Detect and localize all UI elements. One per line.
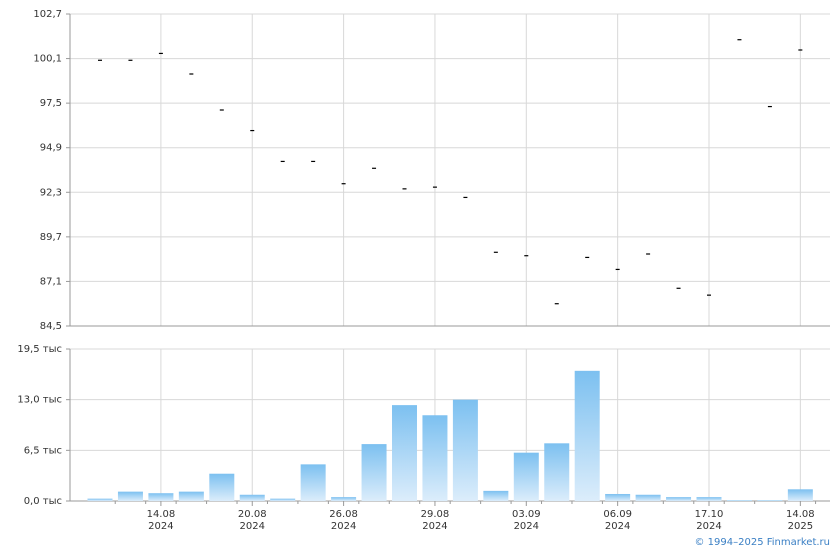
x-tick-label: 14.08 xyxy=(147,509,176,520)
y-tick-label: 0,0 тыс xyxy=(24,496,62,507)
bar xyxy=(239,494,265,501)
x-tick-label: 20.08 xyxy=(238,509,267,520)
bar xyxy=(361,444,387,501)
bar xyxy=(757,500,783,501)
x-tick-label: 2024 xyxy=(514,521,539,532)
y-tick-label: 97,5 xyxy=(40,98,62,109)
y-tick-label: 13,0 тыс xyxy=(17,395,62,406)
x-tick-label: 2025 xyxy=(788,521,813,532)
bar xyxy=(726,500,752,501)
bar xyxy=(574,370,600,501)
x-tick-label: 29.08 xyxy=(421,509,450,520)
y-tick-label: 6,5 тыс xyxy=(24,445,62,456)
y-tick-label: 94,9 xyxy=(40,143,62,154)
bar xyxy=(117,491,143,501)
x-tick-label: 2024 xyxy=(422,521,447,532)
bar xyxy=(148,493,174,501)
bar xyxy=(513,452,539,501)
y-tick-label: 92,3 xyxy=(40,187,62,198)
bar xyxy=(270,498,296,501)
y-tick-label: 102,7 xyxy=(33,9,62,20)
bar xyxy=(331,497,357,501)
bar xyxy=(452,399,478,501)
bar xyxy=(605,493,631,501)
bar xyxy=(544,443,570,501)
bar xyxy=(787,489,813,501)
x-tick-label: 2024 xyxy=(240,521,265,532)
copyright[interactable]: © 1994–2025 Finmarket.ru xyxy=(694,537,830,548)
bar xyxy=(392,405,417,501)
bar xyxy=(87,498,113,501)
x-tick-label: 14.08 xyxy=(786,509,815,520)
y-tick-label: 87,1 xyxy=(40,276,62,287)
bar xyxy=(209,473,235,501)
bar xyxy=(666,497,692,501)
x-tick-label: 26.08 xyxy=(329,509,358,520)
x-tick-label: 2024 xyxy=(605,521,630,532)
x-tick-label: 06.09 xyxy=(603,509,632,520)
bar xyxy=(635,494,661,501)
y-tick-label: 89,7 xyxy=(40,232,62,243)
y-tick-label: 84,5 xyxy=(40,321,62,332)
x-tick-label: 2024 xyxy=(148,521,173,532)
y-tick-label: 19,5 тыс xyxy=(17,344,62,355)
bar xyxy=(696,497,722,501)
x-tick-label: 2024 xyxy=(696,521,721,532)
y-tick-label: 100,1 xyxy=(33,54,62,65)
x-tick-label: 2024 xyxy=(331,521,356,532)
x-tick-label: 17.10 xyxy=(695,509,724,520)
bar xyxy=(483,490,509,501)
bar xyxy=(178,491,204,501)
bar xyxy=(422,415,448,501)
x-tick-label: 03.09 xyxy=(512,509,541,520)
bar xyxy=(300,464,326,501)
